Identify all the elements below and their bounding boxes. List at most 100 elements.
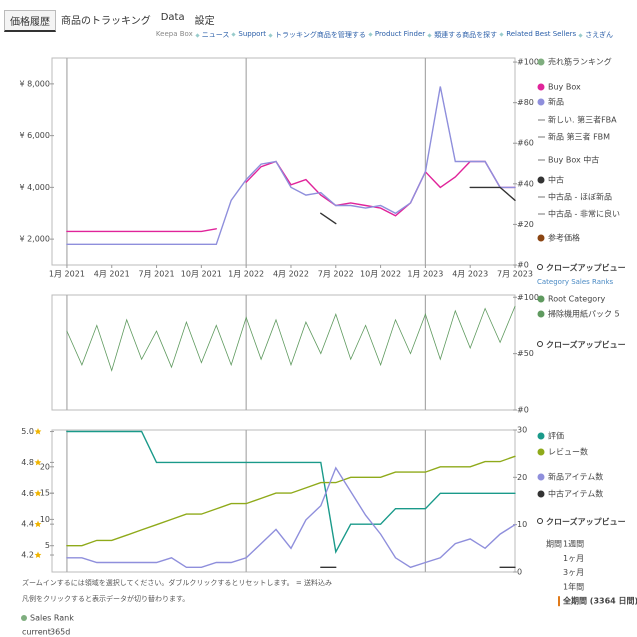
closeup-button[interactable]: クローズアップビュー (546, 263, 626, 273)
legend-label[interactable]: 売れ筋ランキング (548, 57, 612, 67)
series-line (66, 305, 516, 372)
legend-marker (537, 295, 545, 303)
legend-label[interactable]: 評価 (548, 431, 564, 441)
legend-marker (21, 615, 27, 621)
closeup-button[interactable]: クローズアップビュー (546, 340, 626, 350)
closeup-button[interactable]: クローズアップビュー (546, 517, 626, 527)
x-tick-label: 1月 2022 (228, 270, 264, 279)
column-header: current (22, 628, 51, 637)
legend-label[interactable]: 新しい. 第三者FBA (548, 115, 617, 125)
legend-marker (537, 448, 545, 456)
plot-frame (51, 57, 516, 266)
y-tick-label: 20 (517, 473, 527, 482)
y-tick-label: #80 (517, 98, 534, 107)
period-option[interactable]: 1年間 (563, 581, 584, 591)
tab[interactable]: Data (160, 12, 185, 23)
y-tick-label: 0 (517, 568, 522, 577)
legend-marker (537, 58, 545, 66)
link[interactable]: ニュース (196, 30, 230, 40)
plot-frame (51, 294, 516, 411)
closeup-icon (537, 518, 543, 524)
series-line (66, 430, 516, 555)
link-bar: Keepa Box ニュース Support トラッキング商品を管理する Pro… (153, 30, 613, 40)
legend-label[interactable]: 中古品 - 非常に良い (548, 209, 620, 219)
period-option[interactable]: 3ヶ月 (563, 568, 584, 577)
legend-marker (537, 432, 545, 440)
legend-label[interactable]: 掃除機用紙パック 5 (548, 309, 620, 319)
x-tick-label: 10月 2021 (181, 270, 222, 279)
link[interactable]: 類連する商品を探す (428, 30, 497, 40)
tab-bar: 価格履歴 商品のトラッキング Data 設定 (4, 10, 220, 32)
closeup-icon (537, 264, 543, 270)
x-tick-label: 1月 2023 (407, 270, 443, 279)
y-tick-label: #60 (517, 139, 534, 148)
link[interactable]: Support (232, 30, 266, 40)
y-tick-label: 4.4 (21, 520, 34, 529)
x-tick-label: 4月 2022 (273, 270, 309, 279)
star-icon (34, 551, 42, 559)
y-tick-label: ¥ 8,000 (19, 79, 50, 88)
closeup-icon (537, 341, 543, 347)
category-sales-ranks: Category Sales Ranks (537, 278, 614, 286)
legend-label[interactable]: Buy Box (548, 83, 581, 92)
link[interactable]: トラッキング商品を管理する (269, 30, 366, 40)
y-tick-label: 30 (517, 426, 527, 435)
x-tick-label: 1月 2021 (49, 270, 85, 279)
link[interactable]: Product Finder (369, 30, 425, 40)
x-tick-label: 10月 2022 (360, 270, 401, 279)
legend-label[interactable]: Buy Box 中古 (548, 155, 599, 165)
legend-label[interactable]: 中古 (548, 175, 564, 185)
footer-note: ズームインするには領域を選択してください。ダブルクリックするとリセットします。 … (22, 579, 332, 587)
x-tick-label: 7月 2023 (497, 270, 533, 279)
legend-label[interactable]: 新品 第三者 FBM (548, 132, 610, 142)
y-tick-label: 5.0 (21, 427, 34, 436)
sales-rank-label: Sales Rank (30, 614, 74, 623)
series-line (66, 466, 516, 569)
legend-label[interactable]: Root Category (548, 295, 605, 304)
period-option[interactable]: 1週間 (563, 540, 584, 549)
y-tick-label: 20 (40, 462, 50, 471)
y-tick-label: 5 (45, 541, 50, 550)
y-tick-label: 4.2 (21, 551, 34, 560)
link[interactable]: Related Best Sellers (500, 30, 576, 40)
legend-label[interactable]: 参考価格 (548, 233, 580, 243)
footer-note: 凡例をクリックすると表示データが切り替わります。 (22, 595, 190, 603)
legend-label[interactable]: 中古品 - ほぼ新品 (548, 192, 612, 202)
period-label: 期間 (546, 540, 562, 549)
link[interactable]: さえぎん (579, 30, 613, 40)
plot-frame (51, 429, 516, 573)
series-line (66, 160, 516, 233)
y-tick-label: 10 (40, 515, 50, 524)
y-tick-label: #0 (517, 261, 529, 270)
tab[interactable]: 設定 (194, 16, 215, 27)
star-icon (34, 458, 42, 466)
y-tick-label: 4.8 (21, 458, 34, 467)
period-option[interactable]: 1ヶ月 (563, 554, 584, 563)
legend-label[interactable]: レビュー数 (548, 447, 588, 457)
legend-marker (537, 176, 545, 184)
y-tick-label: #100 (517, 58, 539, 67)
y-tick-label: ¥ 4,000 (19, 183, 50, 192)
x-tick-label: 4月 2023 (452, 270, 488, 279)
legend-label[interactable]: 新品 (548, 97, 564, 107)
x-tick-label: 7月 2021 (139, 270, 175, 279)
legend-label[interactable]: 中古アイテム数 (548, 489, 603, 499)
tab[interactable]: 価格履歴 (4, 10, 56, 32)
legend-marker (537, 83, 545, 91)
star-icon (34, 520, 42, 528)
legend-label[interactable]: 新品アイテム数 (548, 472, 603, 482)
series-line (66, 455, 516, 547)
legend-marker (537, 310, 545, 318)
legend-marker (537, 98, 545, 106)
column-header: 365d (50, 628, 70, 637)
period-selected-bar (558, 596, 560, 607)
y-tick-label: #0 (517, 406, 529, 415)
y-tick-label: #100 (517, 293, 539, 302)
legend-marker (537, 473, 545, 481)
y-tick-label: #50 (517, 349, 534, 358)
period-option[interactable]: 全期間 (3364 日間) (562, 596, 637, 606)
tab[interactable]: 商品のトラッキング (61, 16, 151, 27)
link[interactable]: Keepa Box (155, 30, 193, 38)
